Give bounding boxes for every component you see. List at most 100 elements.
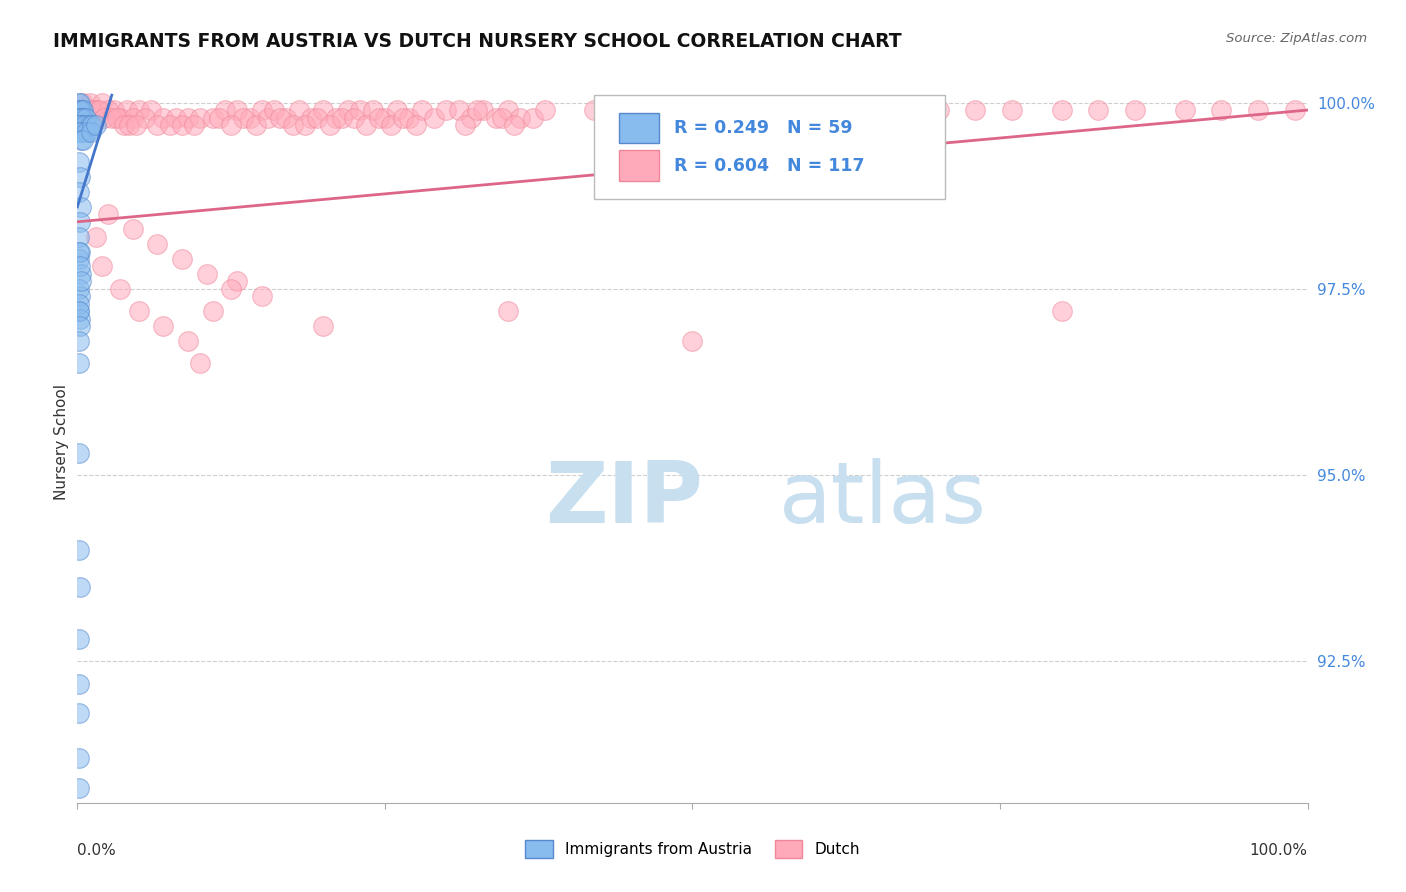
Point	[67, 632, 90, 646]
Point	[70, 274, 93, 288]
Point	[299, 111, 322, 125]
Point	[82, 118, 104, 132]
Point	[105, 111, 128, 125]
Point	[633, 111, 655, 125]
Point	[522, 111, 544, 125]
Point	[93, 111, 115, 125]
Point	[67, 252, 90, 266]
Point	[928, 103, 950, 117]
Point	[67, 334, 90, 348]
Point	[70, 111, 93, 125]
Point	[67, 446, 90, 460]
Point	[72, 103, 94, 117]
Point	[385, 103, 409, 117]
Text: IMMIGRANTS FROM AUSTRIA VS DUTCH NURSERY SCHOOL CORRELATION CHART: IMMIGRANTS FROM AUSTRIA VS DUTCH NURSERY…	[53, 32, 903, 51]
Point	[1087, 103, 1109, 117]
Point	[67, 229, 90, 244]
Point	[67, 297, 90, 311]
Point	[188, 111, 212, 125]
Point	[67, 751, 90, 765]
Point	[263, 103, 285, 117]
Point	[201, 111, 224, 125]
Point	[1211, 103, 1233, 117]
Point	[67, 155, 90, 169]
Point	[141, 103, 163, 117]
Point	[67, 103, 90, 117]
Point	[509, 111, 531, 125]
Point	[491, 111, 513, 125]
Point	[165, 111, 187, 125]
Point	[89, 103, 111, 117]
Point	[125, 118, 148, 132]
Point	[75, 125, 97, 139]
Point	[201, 304, 224, 318]
Point	[447, 103, 470, 117]
Text: 100.0%: 100.0%	[1250, 843, 1308, 857]
Point	[90, 260, 114, 274]
Y-axis label: Nursery School: Nursery School	[53, 384, 69, 500]
Point	[121, 222, 143, 236]
Text: atlas: atlas	[779, 458, 987, 541]
Point	[90, 95, 114, 110]
Point	[152, 111, 174, 125]
Point	[232, 111, 254, 125]
Point	[330, 111, 353, 125]
Point	[804, 103, 827, 117]
FancyBboxPatch shape	[619, 112, 659, 143]
Point	[67, 542, 90, 557]
Point	[367, 111, 389, 125]
Point	[250, 289, 273, 303]
Point	[69, 289, 91, 303]
Point	[70, 103, 93, 117]
Point	[219, 118, 242, 132]
Point	[281, 118, 304, 132]
Point	[226, 274, 249, 288]
Point	[69, 215, 91, 229]
Point	[318, 118, 340, 132]
Point	[214, 103, 236, 117]
Point	[67, 282, 90, 296]
Point	[69, 311, 91, 326]
Point	[170, 118, 193, 132]
Text: R = 0.604   N = 117: R = 0.604 N = 117	[673, 156, 865, 175]
Point	[496, 304, 519, 318]
Point	[226, 103, 249, 117]
Point	[485, 111, 508, 125]
Point	[76, 118, 98, 132]
Point	[436, 103, 458, 117]
Point	[1284, 103, 1306, 117]
Point	[79, 118, 101, 132]
Point	[239, 111, 262, 125]
Point	[84, 103, 107, 117]
Point	[669, 103, 692, 117]
Point	[325, 111, 347, 125]
Point	[70, 125, 93, 139]
Point	[69, 580, 91, 594]
Point	[76, 103, 98, 117]
Point	[152, 319, 174, 334]
Point	[69, 260, 91, 274]
Point	[245, 118, 267, 132]
Point	[146, 237, 169, 252]
Point	[177, 111, 200, 125]
Point	[465, 103, 488, 117]
Point	[1247, 103, 1270, 117]
Point	[195, 267, 218, 281]
Point	[79, 95, 101, 110]
Point	[103, 103, 125, 117]
Point	[361, 103, 384, 117]
Point	[294, 118, 316, 132]
Point	[257, 111, 280, 125]
Point	[67, 356, 90, 370]
Point	[69, 125, 91, 139]
Point	[411, 103, 433, 117]
Point	[70, 103, 93, 117]
Point	[69, 103, 91, 117]
Point	[70, 200, 93, 214]
Point	[405, 118, 427, 132]
Point	[67, 304, 90, 318]
Point	[67, 125, 90, 139]
Point	[97, 103, 120, 117]
Point	[307, 111, 329, 125]
Point	[67, 118, 90, 132]
